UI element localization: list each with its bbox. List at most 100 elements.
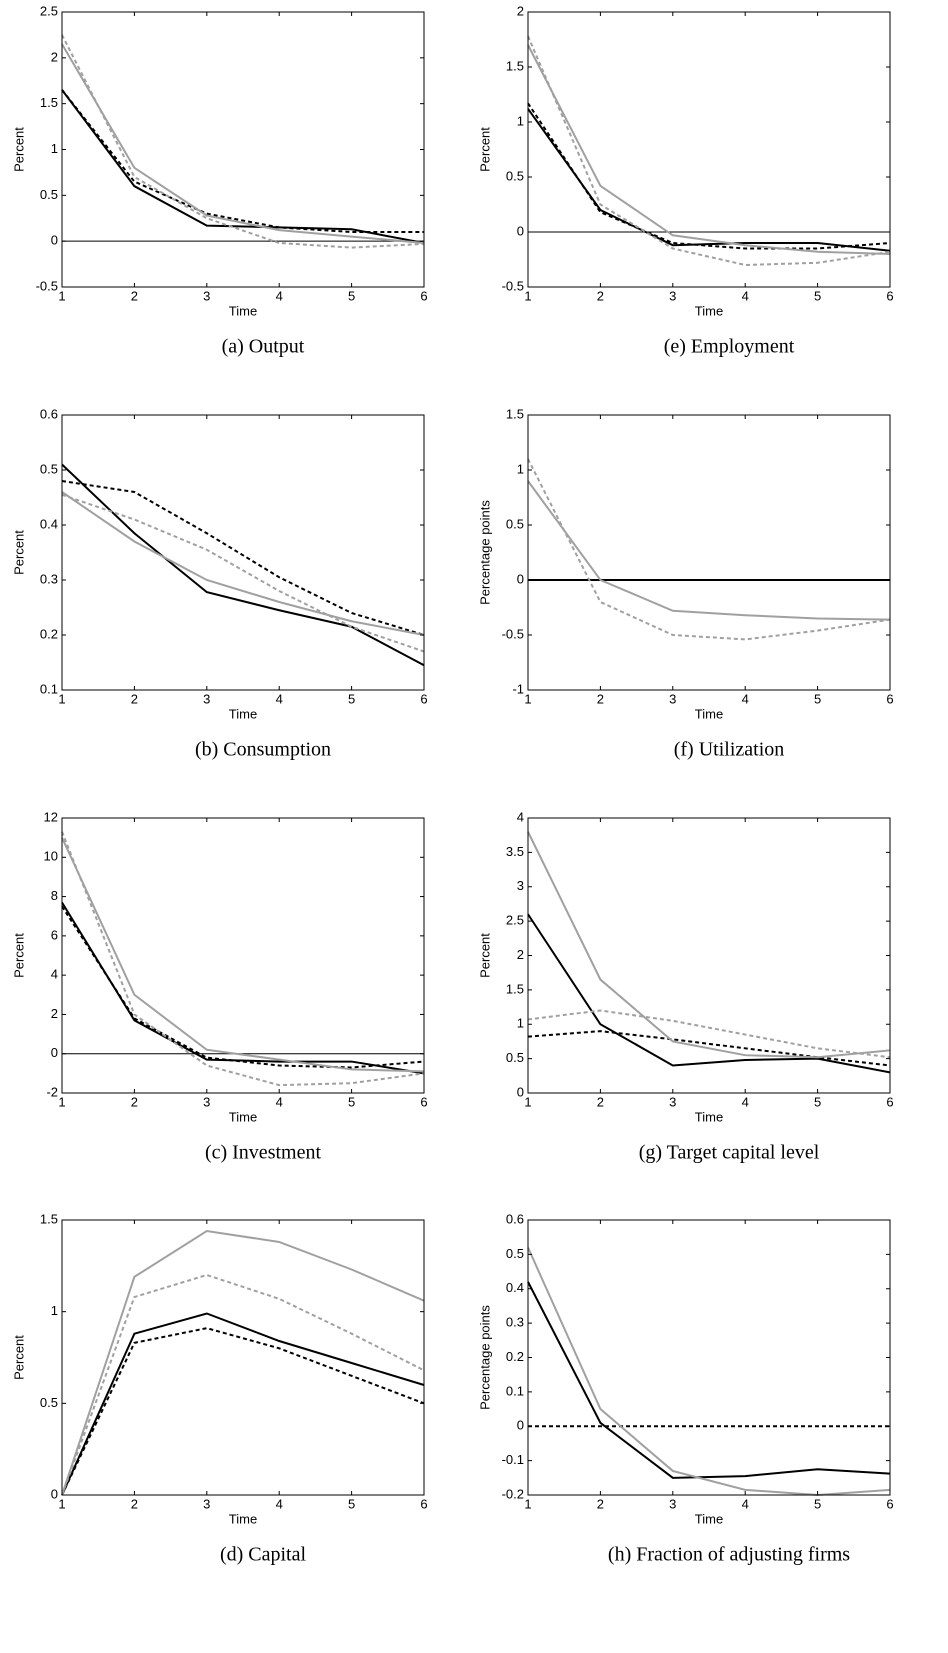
series-line xyxy=(61,89,425,244)
x-tick-label: 2 xyxy=(597,1496,604,1511)
y-tick-label: 0.4 xyxy=(40,516,58,531)
y-tick-label: 2.5 xyxy=(40,3,58,18)
x-axis-label: Time xyxy=(229,1109,257,1124)
y-tick-label: 1 xyxy=(517,1016,524,1031)
panel: 1 2 3 4 5 6 0 0.5 1 1.5 2 2.5 3 3.5 4 Time Percent (g) Ta… xyxy=(477,809,893,1163)
y-tick-label: 0.4 xyxy=(506,1280,524,1295)
series-line xyxy=(61,1327,425,1496)
y-tick-label: 2 xyxy=(51,1006,58,1021)
x-tick-label: 5 xyxy=(814,1094,821,1109)
y-tick-label: 0.3 xyxy=(40,571,58,586)
plot-area xyxy=(528,1220,890,1495)
y-tick-label: 1.5 xyxy=(506,58,524,73)
x-tick-label: 6 xyxy=(886,288,893,303)
series-line xyxy=(61,493,425,653)
y-tick-label: 0.2 xyxy=(40,626,58,641)
y-tick-label: 2 xyxy=(517,947,524,962)
x-tick-label: 4 xyxy=(742,1094,749,1109)
x-tick-label: 6 xyxy=(420,1496,427,1511)
y-tick-label: 0.5 xyxy=(40,1395,58,1410)
plot-area xyxy=(62,12,424,287)
x-tick-label: 5 xyxy=(814,691,821,706)
caption: (b) Consumption xyxy=(195,739,331,761)
y-tick-label: 0.5 xyxy=(506,516,524,531)
panel: 1 2 3 4 5 6 0.1 0.2 0.3 0.4 0.5 0.6 Time Percent (b) C… xyxy=(11,406,427,760)
y-axis-label: Percent xyxy=(477,933,492,978)
panel: 1 2 3 4 5 6 -0.5 0 0.5 1 1.5 2 2.5 Time Percent (a) Out… xyxy=(11,3,427,357)
y-axis-label: Percent xyxy=(11,933,26,978)
series-line xyxy=(527,458,891,641)
y-tick-label: 4 xyxy=(517,809,524,824)
y-tick-label: 0.1 xyxy=(40,681,58,696)
x-axis-label: Time xyxy=(229,303,257,318)
y-tick-label: 2.5 xyxy=(506,913,524,928)
x-axis-label: Time xyxy=(695,706,723,721)
x-tick-label: 3 xyxy=(203,1496,210,1511)
y-tick-label: 1 xyxy=(517,113,524,128)
series-line xyxy=(527,1009,891,1059)
x-tick-label: 2 xyxy=(597,1094,604,1109)
x-tick-label: 5 xyxy=(814,1496,821,1511)
x-tick-label: 3 xyxy=(669,1094,676,1109)
plot-area xyxy=(62,818,424,1093)
axes-box xyxy=(527,11,891,288)
y-tick-label: -0.5 xyxy=(502,626,524,641)
x-tick-label: 2 xyxy=(131,288,138,303)
y-axis-label: Percent xyxy=(11,1335,26,1380)
x-tick-label: 5 xyxy=(348,1094,355,1109)
y-tick-label: 10 xyxy=(44,849,58,864)
caption: (g) Target capital level xyxy=(639,1142,820,1164)
x-tick-label: 1 xyxy=(58,691,65,706)
series-line xyxy=(61,831,425,1087)
y-tick-label: 1 xyxy=(517,461,524,476)
x-axis-label: Time xyxy=(229,1511,257,1526)
axes-box xyxy=(61,1219,425,1496)
x-tick-label: 3 xyxy=(203,288,210,303)
y-tick-label: 0 xyxy=(51,1045,58,1060)
plot-area xyxy=(528,415,890,690)
caption: (f) Utilization xyxy=(674,739,785,761)
y-tick-label: 0.1 xyxy=(506,1383,524,1398)
x-tick-label: 4 xyxy=(742,691,749,706)
y-tick-label: -0.5 xyxy=(36,278,58,293)
y-tick-label: 0 xyxy=(517,1418,524,1433)
x-tick-label: 6 xyxy=(420,1094,427,1109)
y-tick-label: 3.5 xyxy=(506,844,524,859)
caption: (e) Employment xyxy=(664,336,795,358)
x-tick-label: 5 xyxy=(348,691,355,706)
x-tick-label: 6 xyxy=(886,691,893,706)
x-tick-label: 6 xyxy=(886,1094,893,1109)
x-axis-label: Time xyxy=(695,1109,723,1124)
x-tick-label: 1 xyxy=(58,288,65,303)
y-axis-label: Percent xyxy=(11,530,26,575)
y-tick-label: -2 xyxy=(46,1084,58,1099)
y-axis-label: Percent xyxy=(11,127,26,172)
x-tick-label: 3 xyxy=(203,691,210,706)
x-tick-label: 1 xyxy=(524,1094,531,1109)
y-tick-label: 1.5 xyxy=(40,1211,58,1226)
panel: 1 2 3 4 5 6 -0.2 -0.1 0 0.1 0.2 0.3 0.4 0.5 0.6 Time Per… xyxy=(477,1211,893,1565)
x-tick-label: 4 xyxy=(742,288,749,303)
y-tick-label: 1.5 xyxy=(40,95,58,110)
y-tick-label: 6 xyxy=(51,927,58,942)
panel: 1 2 3 4 5 6 -0.5 0 0.5 1 1.5 2 Time Percent (e) Employ… xyxy=(477,3,893,357)
x-tick-label: 6 xyxy=(886,1496,893,1511)
series-line xyxy=(527,480,891,621)
y-tick-label: 0.5 xyxy=(40,461,58,476)
axes-box xyxy=(527,414,891,691)
series-line xyxy=(527,102,891,250)
y-tick-label: 0 xyxy=(517,1084,524,1099)
x-tick-label: 2 xyxy=(131,1094,138,1109)
series-line xyxy=(527,44,891,255)
x-tick-label: 4 xyxy=(276,1094,283,1109)
x-tick-label: 1 xyxy=(58,1496,65,1511)
series-line xyxy=(61,43,425,244)
x-tick-label: 5 xyxy=(348,288,355,303)
x-tick-label: 1 xyxy=(524,691,531,706)
y-tick-label: -0.1 xyxy=(502,1452,524,1467)
x-tick-label: 4 xyxy=(276,691,283,706)
caption: (h) Fraction of adjusting firms xyxy=(608,1544,850,1566)
x-tick-label: 4 xyxy=(742,1496,749,1511)
